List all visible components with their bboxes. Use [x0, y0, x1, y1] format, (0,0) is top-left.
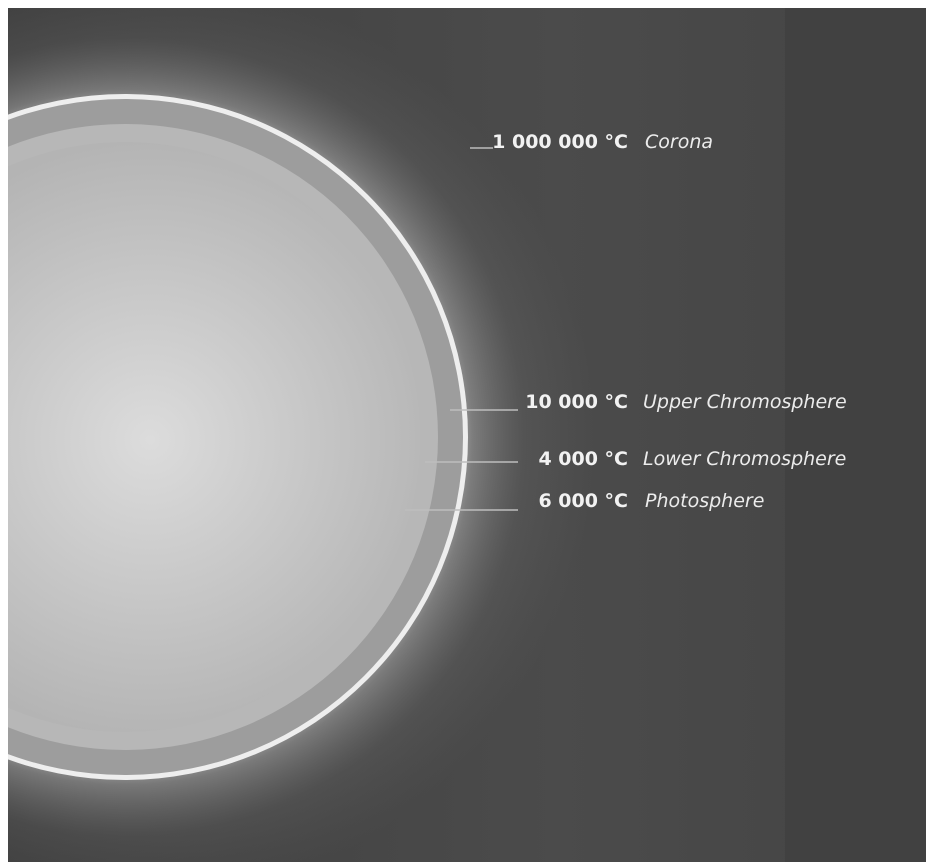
layer-name: Corona — [645, 131, 713, 153]
temperature: 6 000 °C — [538, 490, 628, 512]
layer-name: Upper Chromosphere — [643, 391, 847, 413]
temperature: 10 000 °C — [525, 391, 628, 413]
layer-name: Photosphere — [645, 490, 764, 512]
photosphere-disc — [8, 142, 420, 732]
temperature: 4 000 °C — [538, 448, 628, 470]
background-strip — [785, 8, 926, 862]
layer-name: Lower Chromosphere — [643, 448, 846, 470]
temperature: 1 000 000 °C — [492, 131, 628, 153]
labels: 1 000 000 °C Corona 10 000 °C Upper Chro… — [405, 131, 847, 512]
